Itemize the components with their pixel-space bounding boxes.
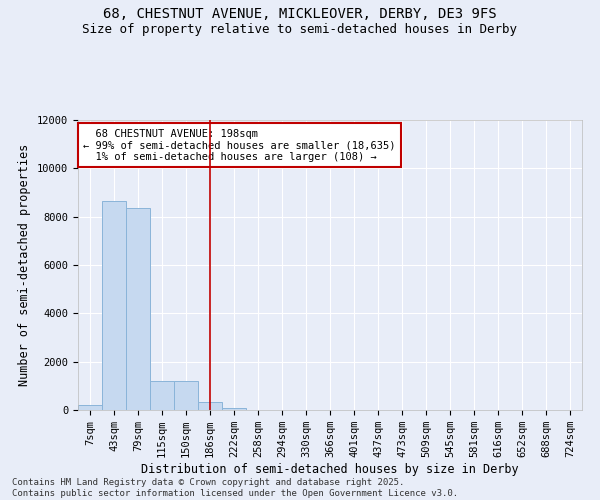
- Bar: [78, 405, 102, 410]
- Bar: [222, 408, 246, 410]
- Bar: [150, 381, 174, 410]
- Text: 68, CHESTNUT AVENUE, MICKLEOVER, DERBY, DE3 9FS: 68, CHESTNUT AVENUE, MICKLEOVER, DERBY, …: [103, 8, 497, 22]
- Text: Contains HM Land Registry data © Crown copyright and database right 2025.
Contai: Contains HM Land Registry data © Crown c…: [12, 478, 458, 498]
- Bar: [126, 208, 150, 410]
- Y-axis label: Number of semi-detached properties: Number of semi-detached properties: [19, 144, 31, 386]
- Bar: [102, 201, 126, 410]
- Bar: [174, 381, 198, 410]
- Bar: [198, 402, 222, 410]
- X-axis label: Distribution of semi-detached houses by size in Derby: Distribution of semi-detached houses by …: [141, 463, 519, 476]
- Text: Size of property relative to semi-detached houses in Derby: Size of property relative to semi-detach…: [83, 22, 517, 36]
- Text: 68 CHESTNUT AVENUE: 198sqm  
← 99% of semi-detached houses are smaller (18,635)
: 68 CHESTNUT AVENUE: 198sqm ← 99% of semi…: [83, 128, 395, 162]
